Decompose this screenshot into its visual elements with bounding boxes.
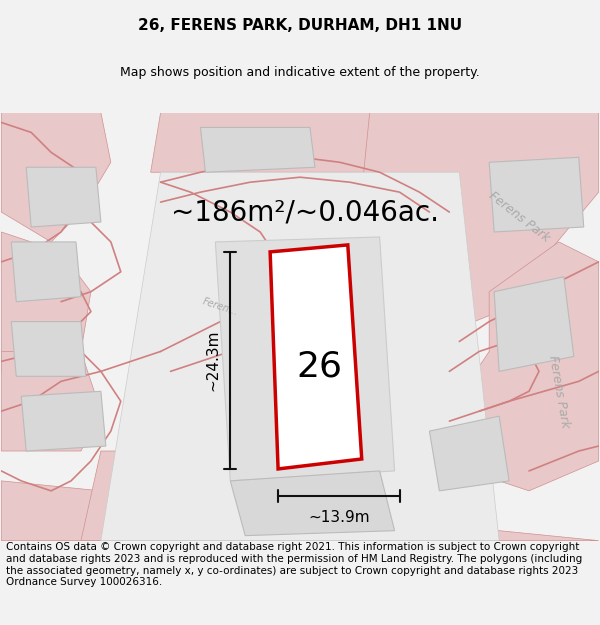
Polygon shape [1, 481, 599, 541]
Polygon shape [430, 416, 509, 491]
Polygon shape [449, 242, 599, 491]
Text: 26: 26 [296, 349, 343, 383]
Text: ~24.3m: ~24.3m [205, 329, 220, 391]
Text: Ferens Park: Ferens Park [486, 189, 552, 245]
Text: 26, FERENS PARK, DURHAM, DH1 1NU: 26, FERENS PARK, DURHAM, DH1 1NU [138, 18, 462, 33]
Text: Contains OS data © Crown copyright and database right 2021. This information is : Contains OS data © Crown copyright and d… [6, 542, 582, 588]
Polygon shape [270, 245, 362, 469]
Polygon shape [215, 237, 395, 481]
Polygon shape [1, 232, 91, 371]
Polygon shape [81, 451, 430, 541]
Polygon shape [1, 351, 101, 451]
Polygon shape [11, 322, 86, 376]
Text: ~13.9m: ~13.9m [308, 510, 370, 525]
Text: Ferens Park: Ferens Park [546, 354, 572, 429]
Polygon shape [11, 242, 81, 302]
Text: ~186m²/~0.046ac.: ~186m²/~0.046ac. [171, 198, 439, 226]
Polygon shape [360, 112, 599, 331]
Polygon shape [101, 173, 499, 541]
Text: Feren...: Feren... [201, 296, 239, 317]
Polygon shape [21, 391, 106, 451]
Polygon shape [489, 158, 584, 232]
Polygon shape [230, 471, 395, 536]
Text: Map shows position and indicative extent of the property.: Map shows position and indicative extent… [120, 66, 480, 79]
Polygon shape [26, 168, 101, 227]
Polygon shape [200, 127, 315, 172]
Polygon shape [1, 112, 111, 242]
Polygon shape [494, 277, 574, 371]
Polygon shape [151, 112, 400, 173]
